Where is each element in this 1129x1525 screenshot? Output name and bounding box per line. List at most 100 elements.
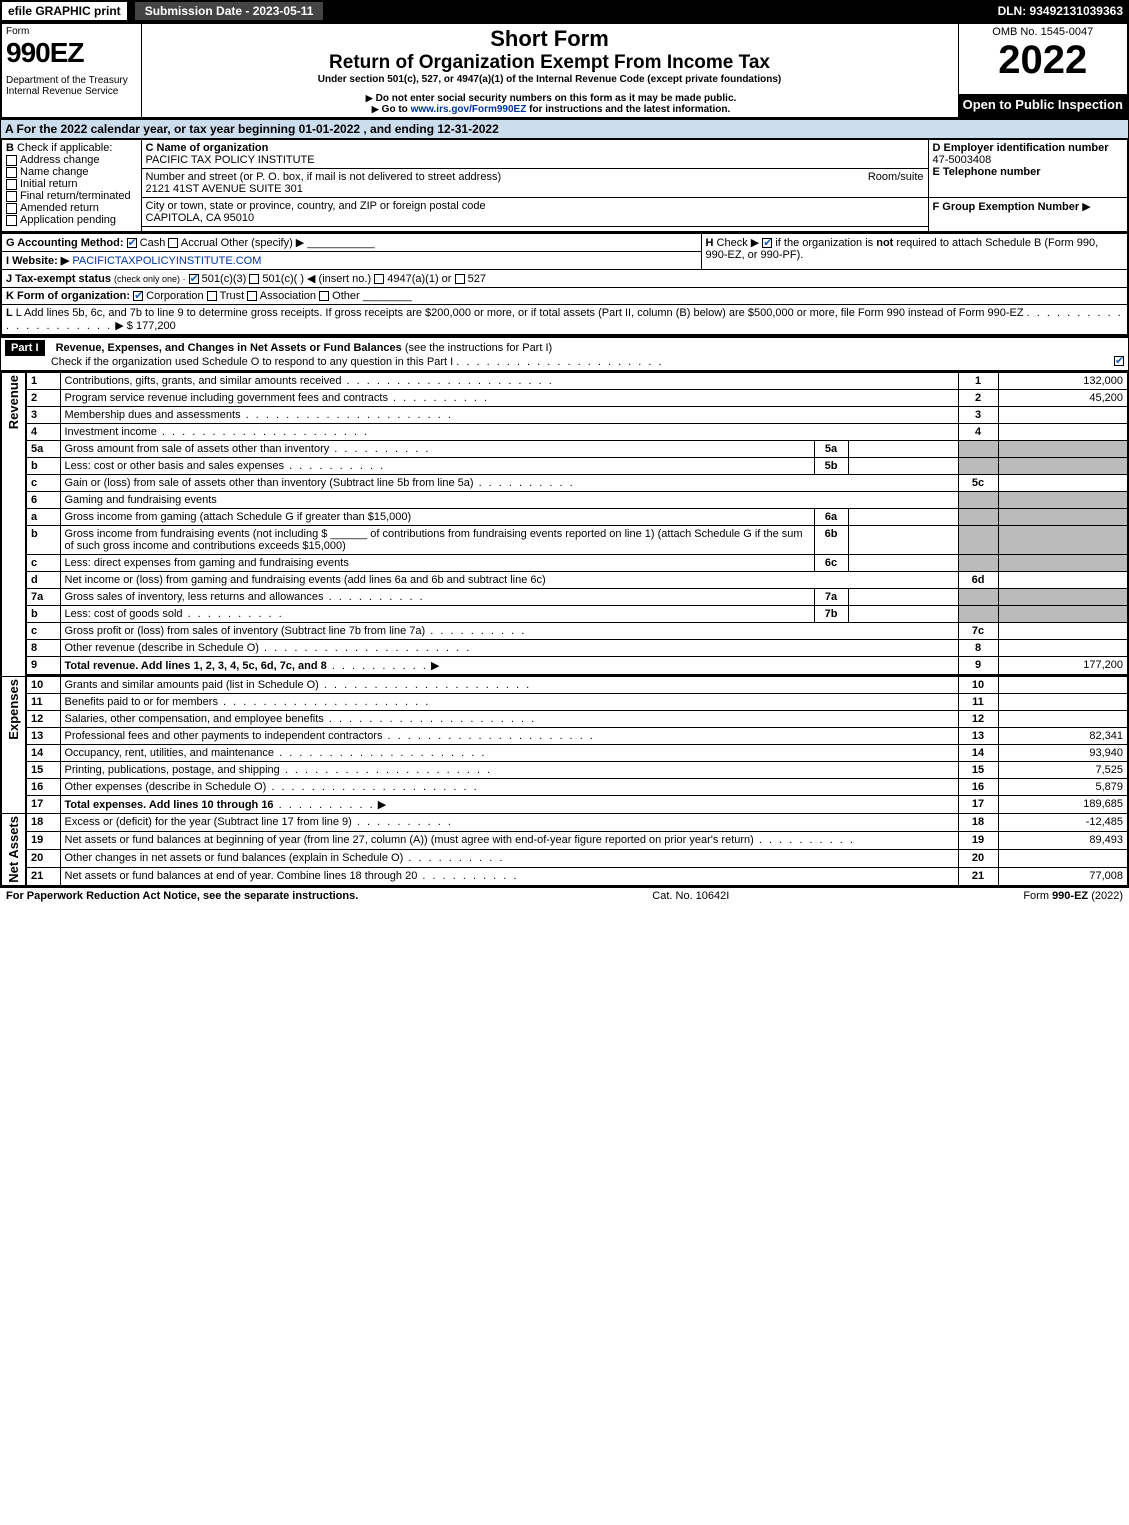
note-goto-pre: Go to <box>382 104 411 115</box>
ln13-text: Professional fees and other payments to … <box>65 730 383 742</box>
part1-hint: (see the instructions for Part I) <box>405 342 552 354</box>
opt-final-return: Final return/terminated <box>20 190 131 202</box>
box-f-arrow: ▶ <box>1082 201 1090 213</box>
ln21-col: 21 <box>958 867 998 885</box>
info-block: B Check if applicable: Address change Na… <box>0 139 1129 233</box>
ln12-text: Salaries, other compensation, and employ… <box>65 713 324 725</box>
chk-schedule-b[interactable] <box>762 238 772 248</box>
box-i-label: I Website: ▶ <box>6 255 69 267</box>
box-h-text1: Check ▶ <box>717 237 763 249</box>
ln19-num: 19 <box>26 831 60 849</box>
ln8-num: 8 <box>26 640 60 657</box>
ln5a-sub: 5a <box>814 441 848 458</box>
ln4-col: 4 <box>958 424 998 441</box>
ln3-val <box>998 407 1128 424</box>
ln6a-text: Gross income from gaming (attach Schedul… <box>65 511 412 523</box>
ln5a-text: Gross amount from sale of assets other t… <box>65 443 330 455</box>
ln15-text: Printing, publications, postage, and shi… <box>65 764 280 776</box>
chk-trust[interactable] <box>207 291 217 301</box>
note-ssn: Do not enter social security numbers on … <box>376 93 737 104</box>
ln5a-num: 5a <box>26 441 60 458</box>
ln14-text: Occupancy, rent, utilities, and maintena… <box>65 747 275 759</box>
side-expenses: Expenses <box>6 679 21 740</box>
ln18-val: -12,485 <box>998 814 1128 832</box>
efile-label: efile GRAPHIC print <box>0 0 129 22</box>
box-c-addr-label: Number and street (or P. O. box, if mail… <box>146 171 502 183</box>
ln2-val: 45,200 <box>998 390 1128 407</box>
ln18-num: 18 <box>26 814 60 832</box>
ln6a-num: a <box>26 509 60 526</box>
chk-501c3[interactable] <box>189 274 199 284</box>
ln8-text: Other revenue (describe in Schedule O) <box>65 642 259 654</box>
ln7c-val <box>998 623 1128 640</box>
tax-year: 2022 <box>963 38 1124 83</box>
ln17-val: 189,685 <box>998 796 1128 814</box>
street-address: 2121 41ST AVENUE SUITE 301 <box>146 183 303 195</box>
footer-form-post: (2022) <box>1091 890 1123 902</box>
chk-initial-return[interactable] <box>6 179 17 190</box>
form-header: Form 990EZ Department of the Treasury In… <box>0 22 1129 119</box>
ln18-col: 18 <box>958 814 998 832</box>
ln6c-sub: 6c <box>814 555 848 572</box>
opt-other-org: Other <box>332 290 360 302</box>
irs-link[interactable]: www.irs.gov/Form990EZ <box>411 104 527 115</box>
ln11-col: 11 <box>958 694 998 711</box>
submission-date: Submission Date - 2023-05-11 <box>133 0 326 22</box>
box-c-city-label: City or town, state or province, country… <box>146 200 486 212</box>
ln6-num: 6 <box>26 492 60 509</box>
box-j-hint: (check only one) · <box>114 274 186 284</box>
ln21-num: 21 <box>26 867 60 885</box>
chk-assoc[interactable] <box>247 291 257 301</box>
website-link[interactable]: PACIFICTAXPOLICYINSTITUTE.COM <box>72 255 261 267</box>
ln9-num: 9 <box>26 657 60 675</box>
chk-final-return[interactable] <box>6 191 17 202</box>
opt-trust: Trust <box>220 290 245 302</box>
ein-value: 47-5003408 <box>933 154 992 166</box>
ln10-col: 10 <box>958 677 998 694</box>
box-g-label: G Accounting Method: <box>6 237 124 249</box>
chk-527[interactable] <box>455 274 465 284</box>
part1-header: Part I Revenue, Expenses, and Changes in… <box>0 336 1129 371</box>
ln5c-val <box>998 475 1128 492</box>
box-h-label: H <box>706 237 714 249</box>
ln5c-text: Gain or (loss) from sale of assets other… <box>65 477 474 489</box>
chk-other-org[interactable] <box>319 291 329 301</box>
ln14-col: 14 <box>958 745 998 762</box>
footer-cat: Cat. No. 10642I <box>652 890 729 902</box>
ln6d-val <box>998 572 1128 589</box>
ln6b-sub: 6b <box>814 526 848 555</box>
chk-4947[interactable] <box>374 274 384 284</box>
side-revenue: Revenue <box>6 375 21 429</box>
ln7a-text: Gross sales of inventory, less returns a… <box>65 591 324 603</box>
chk-cash[interactable] <box>127 238 137 248</box>
ln21-val: 77,008 <box>998 867 1128 885</box>
ln6d-num: d <box>26 572 60 589</box>
ln4-val <box>998 424 1128 441</box>
ln6-text: Gaming and fundraising events <box>60 492 958 509</box>
ln9-val: 177,200 <box>998 657 1128 675</box>
ln4-text: Investment income <box>65 426 157 438</box>
chk-corp[interactable] <box>133 291 143 301</box>
ln6c-num: c <box>26 555 60 572</box>
ln17-num: 17 <box>26 796 60 814</box>
chk-501c[interactable] <box>249 274 259 284</box>
chk-address-change[interactable] <box>6 155 17 166</box>
opt-4947: 4947(a)(1) or <box>387 273 451 285</box>
chk-amended[interactable] <box>6 203 17 214</box>
box-h-not: not <box>876 237 893 249</box>
section-a-period: A For the 2022 calendar year, or tax yea… <box>0 119 1129 139</box>
box-j-label: J Tax-exempt status <box>6 273 111 285</box>
ln13-col: 13 <box>958 728 998 745</box>
chk-app-pending[interactable] <box>6 215 17 226</box>
chk-schedule-o[interactable] <box>1114 356 1124 366</box>
chk-name-change[interactable] <box>6 167 17 178</box>
ln14-val: 93,940 <box>998 745 1128 762</box>
city-state-zip: CAPITOLA, CA 95010 <box>146 212 255 224</box>
ln15-num: 15 <box>26 762 60 779</box>
ln13-num: 13 <box>26 728 60 745</box>
ln2-num: 2 <box>26 390 60 407</box>
chk-accrual[interactable] <box>168 238 178 248</box>
opt-assoc: Association <box>260 290 316 302</box>
room-label: Room/suite <box>868 171 924 183</box>
dln-label: DLN: 93492131039363 <box>992 2 1129 20</box>
